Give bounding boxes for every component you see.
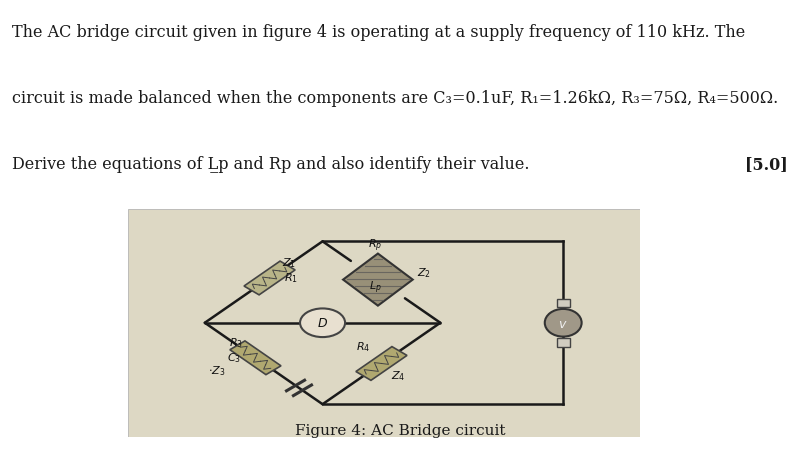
Text: $\cdot Z_3$: $\cdot Z_3$ — [208, 364, 226, 377]
Text: $v$: $v$ — [558, 318, 568, 330]
Text: $Z_2$: $Z_2$ — [417, 266, 431, 280]
Text: $Z_1$: $Z_1$ — [282, 255, 296, 269]
Text: $R_p$: $R_p$ — [368, 238, 382, 254]
Bar — [557, 299, 570, 308]
Text: $D$: $D$ — [317, 317, 328, 329]
Text: $R_1$: $R_1$ — [284, 271, 298, 285]
Polygon shape — [244, 262, 295, 295]
Polygon shape — [230, 341, 281, 375]
Circle shape — [300, 309, 345, 337]
Text: $R_4$: $R_4$ — [356, 339, 370, 353]
Polygon shape — [356, 347, 407, 380]
Text: [5.0]: [5.0] — [746, 155, 788, 172]
Text: $C_3$: $C_3$ — [227, 351, 241, 364]
Text: $Z_4$: $Z_4$ — [390, 368, 405, 382]
Bar — [557, 339, 570, 347]
Text: circuit is made balanced when the components are C₃=0.1uF, R₁=1.26kΩ, R₃=75Ω, R₄: circuit is made balanced when the compon… — [12, 90, 778, 107]
Text: The AC bridge circuit given in figure 4 is operating at a supply frequency of 11: The AC bridge circuit given in figure 4 … — [12, 24, 746, 41]
Text: Derive the equations of L̲p and Rp and also identify their value.: Derive the equations of L̲p and Rp and a… — [12, 155, 530, 172]
Ellipse shape — [545, 309, 582, 337]
Polygon shape — [343, 254, 413, 306]
Text: $R_3$: $R_3$ — [229, 335, 243, 349]
Text: $L_p$: $L_p$ — [369, 279, 382, 296]
Text: Figure 4: AC Bridge circuit: Figure 4: AC Bridge circuit — [294, 423, 506, 437]
